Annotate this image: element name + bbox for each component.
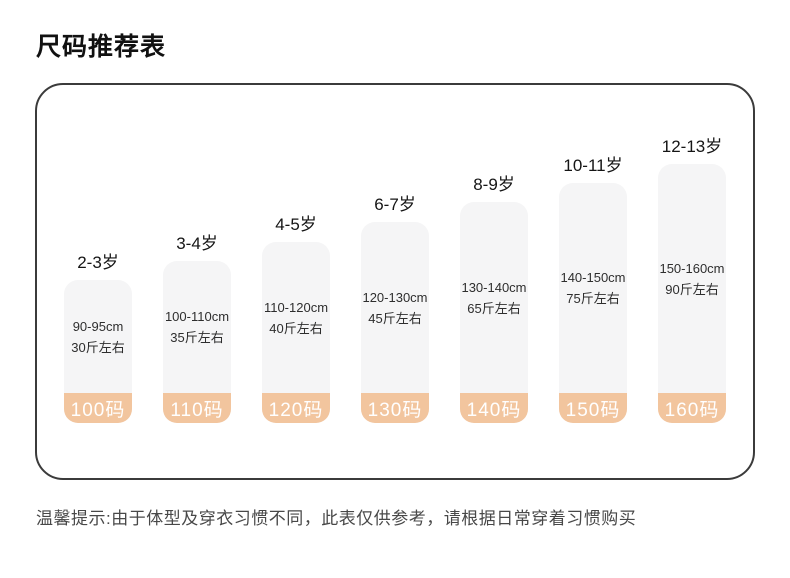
size-column-150: 10-11岁 140-150cm 75斤左右 150码 [559,151,627,423]
bar-info: 100-110cm 35斤左右 [163,261,231,393]
size-column-140: 8-9岁 130-140cm 65斤左右 140码 [460,170,528,423]
size-bar: 100-110cm 35斤左右 110码 [163,261,231,423]
weight-text: 40斤左右 [269,320,323,336]
size-badge: 150码 [559,393,627,423]
age-range-label: 6-7岁 [374,195,416,214]
size-column-100: 2-3岁 90-95cm 30斤左右 100码 [64,248,132,423]
bar-info: 90-95cm 30斤左右 [64,280,132,393]
height-range-text: 90-95cm [72,318,124,334]
height-range-text: 140-150cm [560,270,626,285]
size-bar: 130-140cm 65斤左右 140码 [460,202,528,423]
bar-info: 130-140cm 65斤左右 [460,202,528,393]
bar-info: 150-160cm 90斤左右 [658,164,726,393]
size-column-160: 12-13岁 150-160cm 90斤左右 160码 [658,132,726,423]
size-bar: 150-160cm 90斤左右 160码 [658,164,726,423]
height-range-text: 100-110cm [164,309,230,324]
size-column-130: 6-7岁 120-130cm 45斤左右 130码 [361,190,429,423]
page-title: 尺码推荐表 [36,33,167,61]
height-range-text: 120-130cm [362,289,428,305]
weight-text: 30斤左右 [71,339,125,355]
age-range-label: 2-3岁 [77,253,119,272]
bar-info: 110-120cm 40斤左右 [262,242,330,393]
weight-text: 65斤左右 [467,300,521,316]
footer-note: 温馨提示:由于体型及穿衣习惯不同，此表仅供参考，请根据日常穿着习惯购买 [36,509,637,528]
weight-text: 90斤左右 [665,281,719,297]
size-badge: 100码 [64,393,132,423]
age-range-label: 10-11岁 [563,156,623,175]
size-column-120: 4-5岁 110-120cm 40斤左右 120码 [262,210,330,423]
size-bar: 110-120cm 40斤左右 120码 [262,242,330,423]
age-range-label: 3-4岁 [176,234,218,253]
height-range-text: 150-160cm [659,260,725,276]
age-range-label: 12-13岁 [661,137,723,156]
size-badge: 160码 [658,393,726,423]
size-badge: 110码 [163,393,231,423]
size-chart-frame: 2-3岁 90-95cm 30斤左右 100码 3-4岁 100-110cm 3… [35,83,755,480]
weight-text: 35斤左右 [170,330,224,345]
weight-text: 45斤左右 [368,310,422,326]
bar-info: 140-150cm 75斤左右 [559,183,627,393]
size-bar: 140-150cm 75斤左右 150码 [559,183,627,423]
weight-text: 75斤左右 [566,291,620,306]
size-badge: 130码 [361,393,429,423]
size-badge: 120码 [262,393,330,423]
bar-info: 120-130cm 45斤左右 [361,222,429,393]
size-column-110: 3-4岁 100-110cm 35斤左右 110码 [163,229,231,423]
size-bar: 90-95cm 30斤左右 100码 [64,280,132,423]
size-bars-row: 2-3岁 90-95cm 30斤左右 100码 3-4岁 100-110cm 3… [37,132,753,423]
size-bar: 120-130cm 45斤左右 130码 [361,222,429,423]
height-range-text: 110-120cm [263,299,329,315]
age-range-label: 4-5岁 [275,215,317,234]
size-badge: 140码 [460,393,528,423]
height-range-text: 130-140cm [461,279,527,295]
age-range-label: 8-9岁 [473,175,515,194]
